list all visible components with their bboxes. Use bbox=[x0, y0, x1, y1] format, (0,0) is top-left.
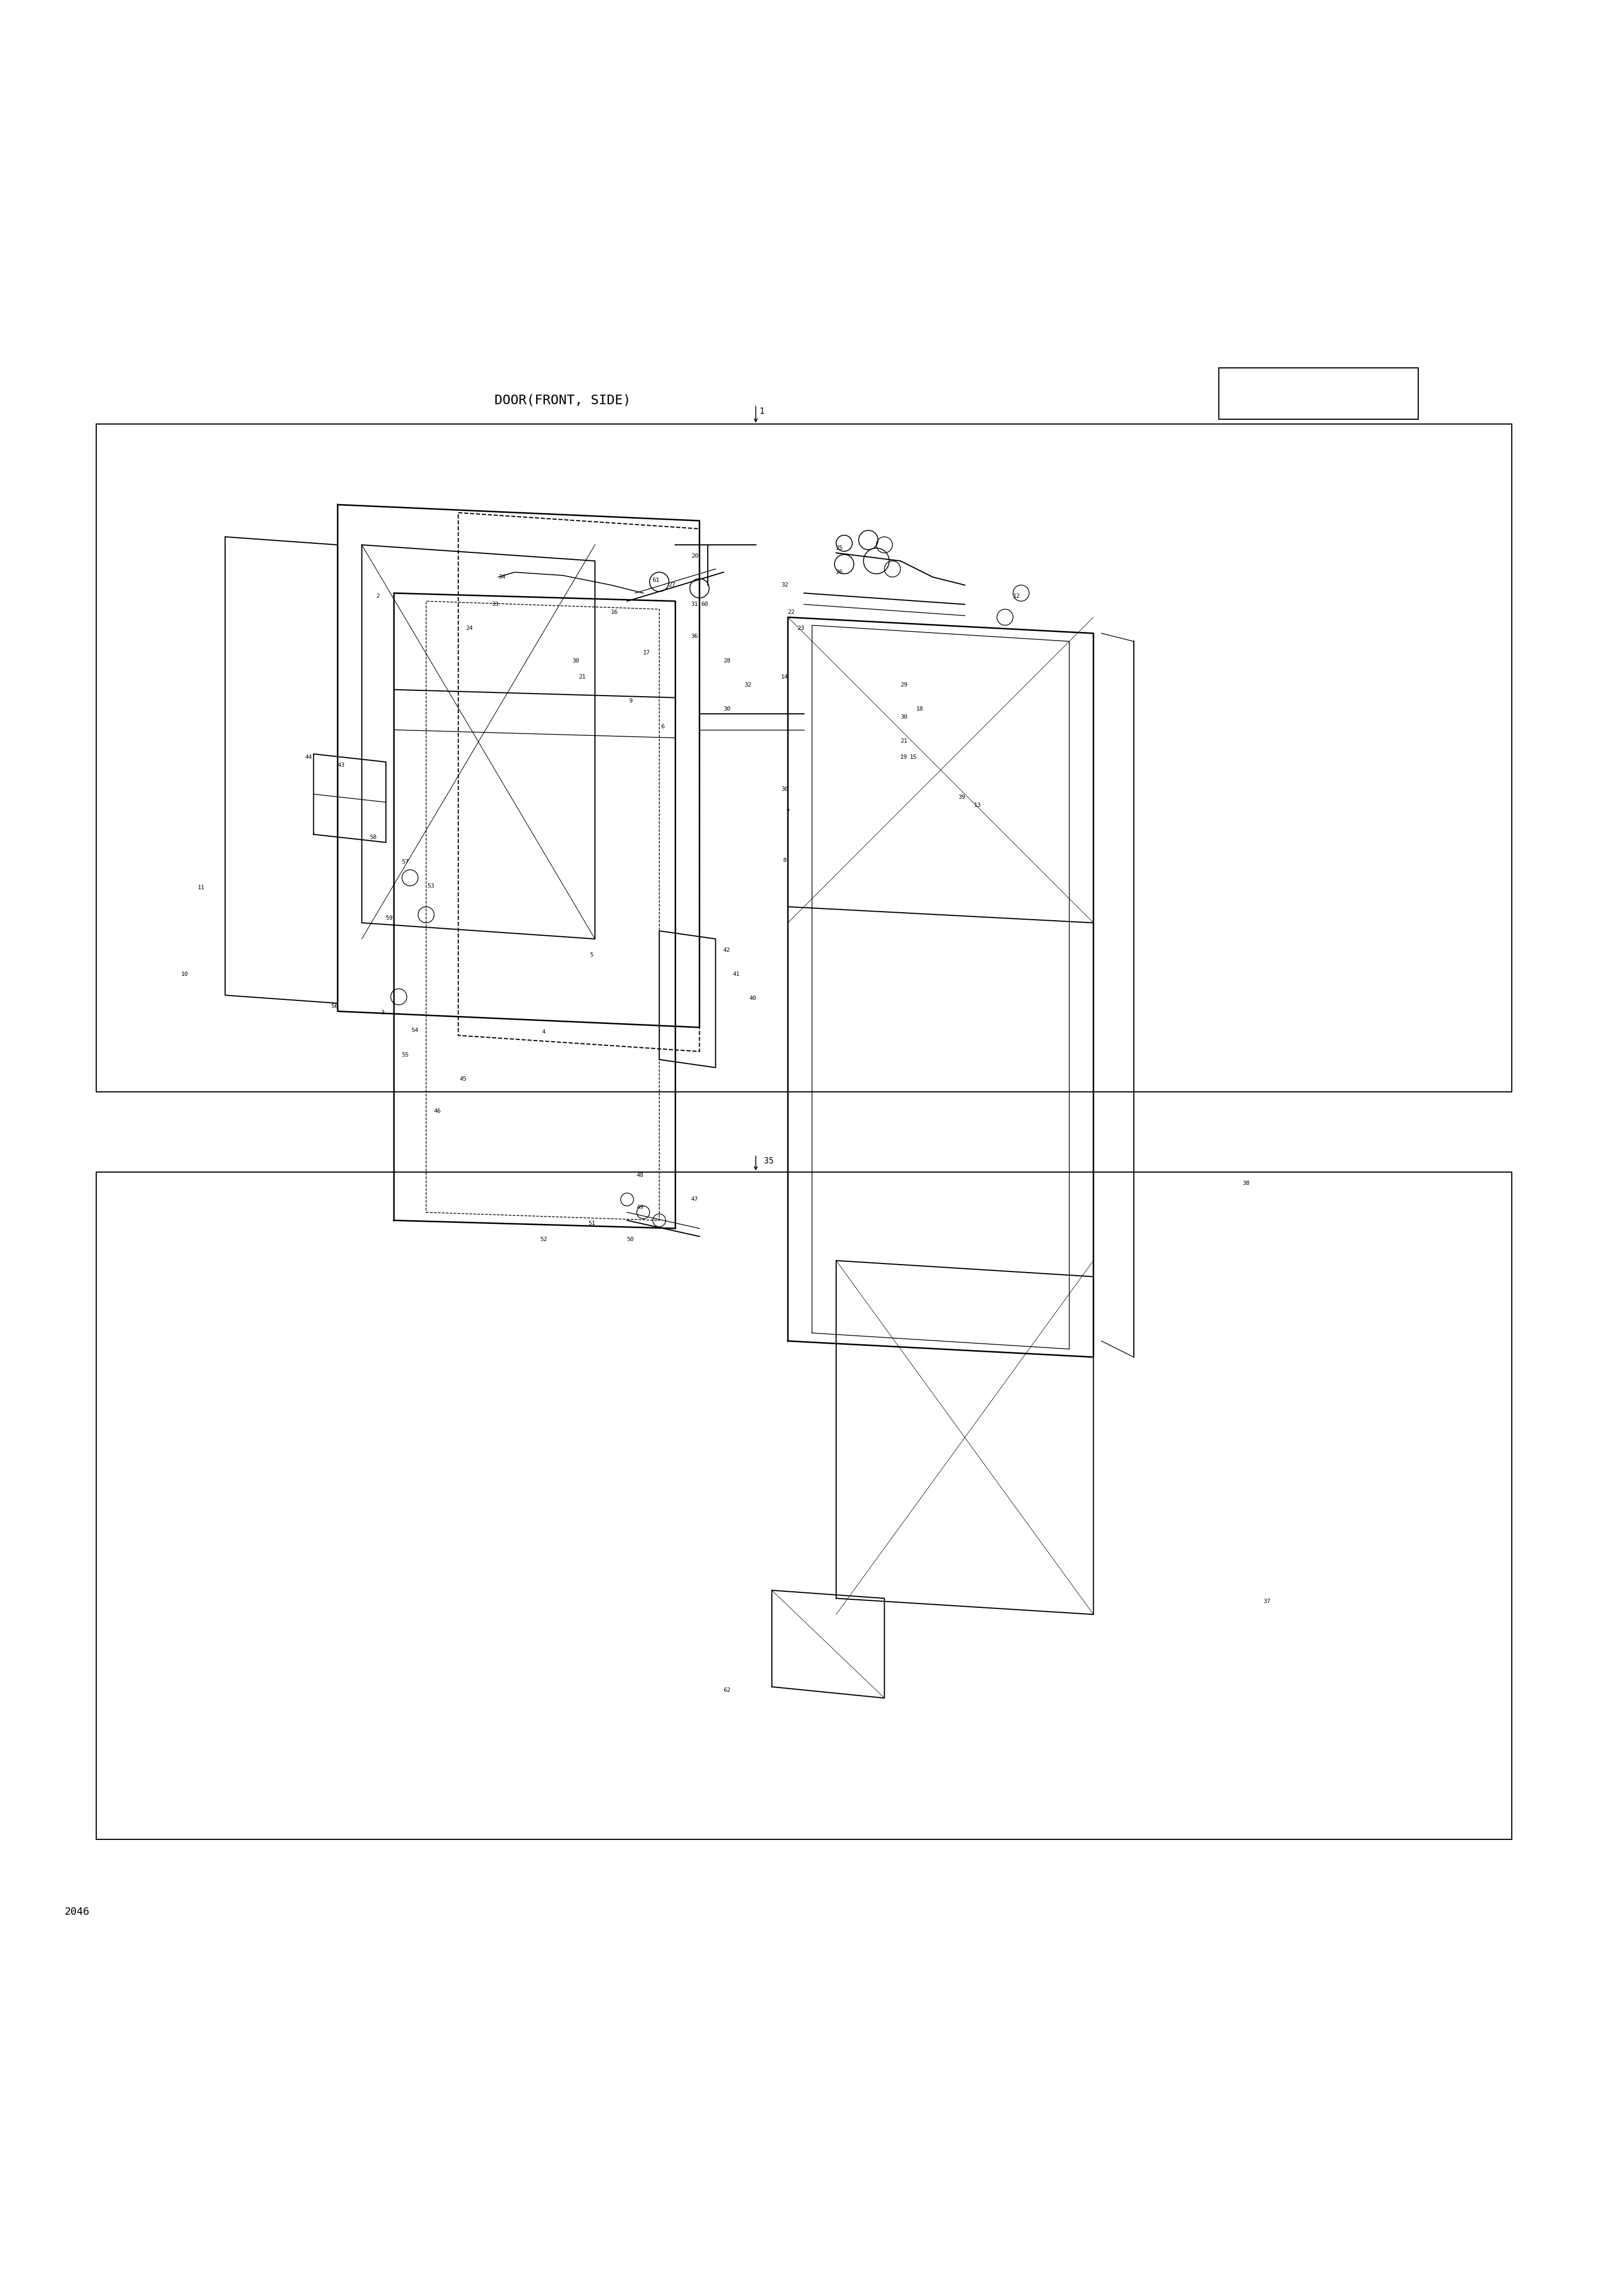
Text: 51: 51 bbox=[589, 1221, 595, 1226]
Text: DOOR(FRONT, SIDE): DOOR(FRONT, SIDE) bbox=[495, 393, 630, 406]
Text: 37: 37 bbox=[1264, 1598, 1270, 1605]
Text: 38: 38 bbox=[1243, 1180, 1249, 1187]
Text: 18: 18 bbox=[917, 707, 923, 712]
Text: 4: 4 bbox=[542, 1029, 545, 1035]
Text: 56: 56 bbox=[331, 1003, 338, 1010]
Text: 49: 49 bbox=[637, 1205, 643, 1210]
Text: 53: 53 bbox=[428, 884, 434, 889]
Text: 39: 39 bbox=[958, 794, 965, 799]
Text: 43: 43 bbox=[338, 762, 344, 767]
Text: 2: 2 bbox=[376, 595, 379, 599]
Text: 61: 61 bbox=[653, 579, 659, 583]
Bar bbox=[96, 425, 1512, 1091]
Text: 21: 21 bbox=[900, 739, 907, 744]
Text: 59: 59 bbox=[386, 916, 392, 921]
Text: 28: 28 bbox=[724, 659, 730, 664]
Text: 62: 62 bbox=[724, 1688, 730, 1692]
Text: 17: 17 bbox=[643, 650, 650, 654]
Text: 42: 42 bbox=[724, 948, 730, 953]
Text: 14: 14 bbox=[781, 675, 788, 680]
Text: 30: 30 bbox=[781, 788, 788, 792]
Text: 19: 19 bbox=[900, 755, 907, 760]
Text: 1: 1 bbox=[759, 406, 764, 416]
Text: 30: 30 bbox=[724, 707, 730, 712]
Text: 22: 22 bbox=[788, 611, 794, 615]
Text: 52: 52 bbox=[540, 1238, 547, 1242]
FancyBboxPatch shape bbox=[1219, 367, 1418, 420]
Text: 32: 32 bbox=[745, 682, 751, 687]
Text: 41: 41 bbox=[733, 971, 740, 978]
Text: 34: 34 bbox=[498, 574, 505, 579]
Text: 47: 47 bbox=[691, 1196, 698, 1203]
Text: 26: 26 bbox=[836, 569, 843, 574]
Text: 54: 54 bbox=[412, 1029, 418, 1033]
Text: 2046: 2046 bbox=[64, 1908, 90, 1917]
Text: 9: 9 bbox=[629, 698, 632, 703]
Text: 6: 6 bbox=[661, 723, 664, 730]
Text: 33: 33 bbox=[492, 602, 498, 606]
Text: 13: 13 bbox=[974, 804, 981, 808]
Text: 55: 55 bbox=[402, 1052, 408, 1058]
Text: 35: 35 bbox=[764, 1157, 773, 1164]
Text: 57: 57 bbox=[402, 859, 408, 863]
Text: 31: 31 bbox=[691, 602, 698, 606]
Text: 15: 15 bbox=[910, 755, 917, 760]
Text: 5: 5 bbox=[590, 953, 593, 957]
Text: 12: 12 bbox=[1013, 595, 1019, 599]
Text: 58: 58 bbox=[370, 836, 376, 840]
Text: 3: 3 bbox=[381, 1010, 384, 1015]
Text: 29: 29 bbox=[900, 682, 907, 687]
Text: 7: 7 bbox=[786, 808, 790, 815]
Text: 27: 27 bbox=[669, 583, 675, 588]
Text: 40: 40 bbox=[749, 996, 756, 1001]
Text: 32: 32 bbox=[781, 583, 788, 588]
Text: 45: 45 bbox=[460, 1077, 466, 1081]
Text: 25: 25 bbox=[836, 546, 843, 551]
Text: B62: B62 bbox=[1307, 388, 1330, 400]
Text: 50: 50 bbox=[627, 1238, 634, 1242]
Text: 16: 16 bbox=[611, 611, 617, 615]
Text: 36: 36 bbox=[691, 634, 698, 638]
Text: 8: 8 bbox=[783, 856, 786, 863]
Text: 20: 20 bbox=[691, 553, 698, 558]
Text: 44: 44 bbox=[306, 755, 312, 760]
Text: 60: 60 bbox=[701, 602, 708, 606]
Text: 24: 24 bbox=[466, 627, 473, 631]
Text: 30: 30 bbox=[900, 714, 907, 719]
Bar bbox=[96, 1173, 1512, 1839]
Text: 46: 46 bbox=[434, 1109, 441, 1114]
Text: 11: 11 bbox=[198, 884, 204, 891]
Text: 10: 10 bbox=[182, 971, 188, 978]
Text: 30: 30 bbox=[572, 659, 579, 664]
Text: 21: 21 bbox=[579, 675, 585, 680]
Text: 23: 23 bbox=[798, 627, 804, 631]
Text: 48: 48 bbox=[637, 1173, 643, 1178]
